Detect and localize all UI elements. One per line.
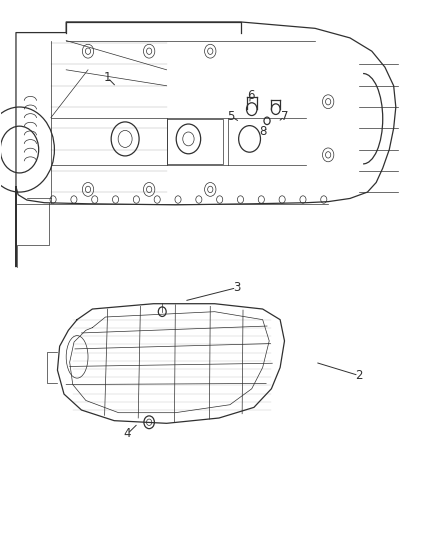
Text: 1: 1	[104, 71, 111, 84]
Text: 2: 2	[355, 369, 363, 382]
Text: 6: 6	[247, 89, 254, 102]
Bar	[166, 119, 223, 164]
Text: 5: 5	[227, 110, 235, 123]
Text: 8: 8	[259, 125, 266, 138]
Text: 7: 7	[281, 110, 288, 123]
Text: 3: 3	[233, 281, 240, 294]
Text: 4: 4	[124, 427, 131, 440]
